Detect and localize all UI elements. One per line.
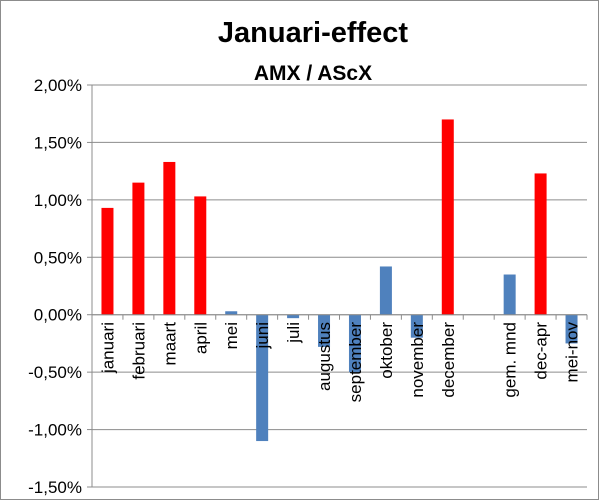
y-tick-label: -1,50%: [28, 478, 82, 497]
category-label: juli: [284, 322, 303, 344]
y-tick-label: 0,00%: [34, 306, 82, 325]
category-label: februari: [129, 322, 148, 380]
bar-layer: [101, 119, 578, 442]
category-labels: januari februari maart april mei juni juli augu…: [98, 322, 581, 403]
category-label: maart: [160, 322, 179, 366]
bar-oktober: [379, 266, 392, 315]
category-label: januari: [98, 322, 117, 374]
category-label: december: [439, 322, 458, 398]
chart-subtitle: AMX / AScX: [254, 62, 372, 85]
y-axis-ticks: 2,00% 1,50% 1,00% 0,50% 0,00% -0,50% -1,00% -1,…: [28, 76, 82, 497]
bar-mei-nov: [565, 314, 578, 344]
bar-december: [441, 119, 454, 315]
category-label: dec-apr: [532, 322, 551, 380]
y-tick-label: 2,00%: [34, 76, 82, 95]
y-tick-label: -1,00%: [28, 421, 82, 440]
category-label: augustus: [315, 322, 334, 391]
bar-maart: [163, 161, 176, 315]
category-label: september: [346, 322, 365, 403]
bar-november: [410, 314, 423, 338]
y-tick-label: 1,50%: [34, 133, 82, 152]
category-label: juni: [253, 322, 272, 349]
category-label: mei-nov: [563, 322, 582, 383]
bar-juni: [256, 314, 269, 442]
category-label: mei: [222, 322, 241, 349]
bar-dec-apr: [534, 173, 547, 315]
bar-mei: [225, 311, 238, 315]
axis-layer: [91, 85, 588, 487]
bar-februari: [132, 182, 145, 315]
bar-juli: [287, 314, 300, 319]
category-label: november: [408, 322, 427, 398]
bar-augustus: [318, 314, 331, 347]
chart-title: Januari-effect: [218, 17, 409, 49]
bar-april: [194, 196, 207, 315]
bar-gem-mnd: [503, 274, 516, 315]
bar-januari: [101, 207, 114, 315]
category-label: oktober: [377, 322, 396, 379]
y-tick-label: -0,50%: [28, 363, 82, 382]
category-label: gem. mnd: [501, 322, 520, 398]
bar-september: [348, 314, 361, 373]
y-tick-label: 1,00%: [34, 191, 82, 210]
category-label: april: [191, 322, 210, 354]
y-tick-label: 0,50%: [34, 248, 82, 267]
